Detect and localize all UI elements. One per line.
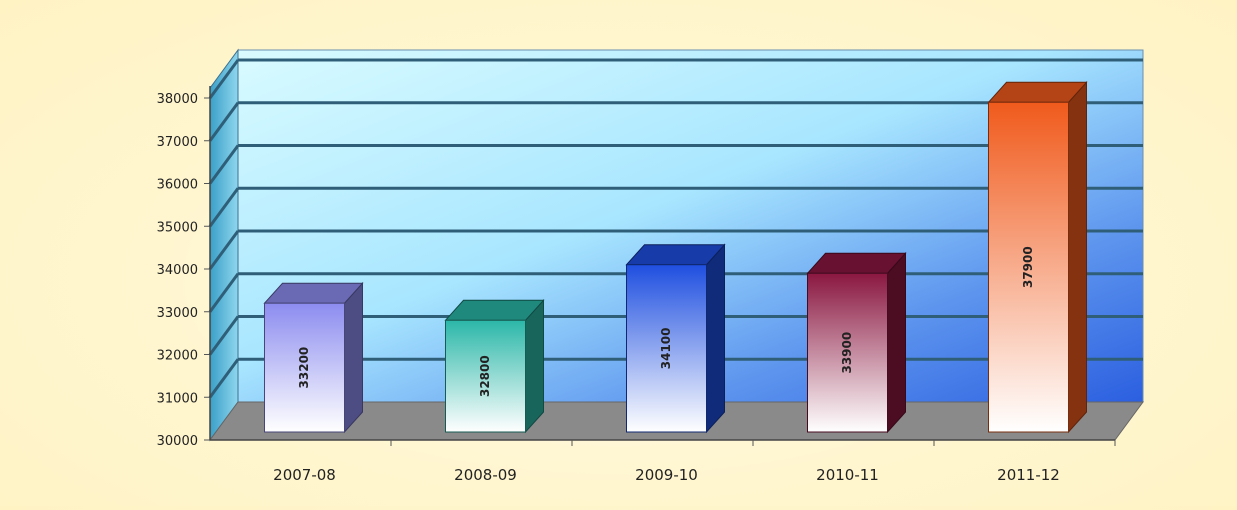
gridline-side [208,358,240,399]
gridline-side [208,272,240,313]
bar-side-2011-12 [1068,80,1087,434]
bar-2008-09: 32800 [444,298,545,434]
bar-front-2008-09 [445,319,526,433]
y-tick-label: 36000 [157,178,198,193]
bar-data-label: 37900 [1021,246,1035,288]
y-tick-label: 33000 [157,306,198,321]
y-tick-label: 34000 [157,263,198,278]
bar-top-2008-09 [444,299,545,321]
x-tick-label: 2011-12 [997,466,1060,484]
gridline-side [208,101,240,142]
gridline-side [208,315,240,356]
x-tick-label: 2008-09 [454,466,517,484]
y-tick-label: 38000 [157,92,198,107]
bar-2010-11: 33900 [806,251,907,434]
y-tick-label: 31000 [157,391,198,406]
y-tick-label: 30000 [157,434,198,449]
bar-top-2011-12 [987,81,1088,103]
y-tick-label: 35000 [157,220,198,235]
bar-data-label: 34100 [659,327,673,369]
bar-front-2010-11 [807,272,888,433]
x-tick-label: 2010-11 [816,466,879,484]
bar-front-2007-08 [264,302,345,433]
bar-side-2008-09 [525,298,544,434]
y-tick-label: 32000 [157,349,198,364]
bar-front-2009-10 [626,264,707,433]
bar-2011-12: 37900 [987,80,1088,434]
bar-2009-10: 34100 [625,243,726,434]
gridline-side [208,230,240,270]
bar-top-2010-11 [806,252,907,274]
y-tick-label: 37000 [157,135,198,150]
bar-side-2009-10 [706,243,725,434]
bar-side-2007-08 [344,281,363,434]
bar-side-2010-11 [887,251,906,434]
bar-data-label: 33900 [840,332,854,374]
bar-data-label: 33200 [297,347,311,389]
bar-top-2009-10 [625,244,726,266]
gridline-side [208,187,240,228]
gridline-side [208,59,240,99]
x-tick-label: 2007-08 [273,466,336,484]
bar-front-2011-12 [988,101,1069,433]
bar-2007-08: 33200 [263,281,364,434]
gridline-side [208,144,240,185]
bar-data-label: 32800 [478,355,492,397]
x-tick-label: 2009-10 [635,466,698,484]
bar-top-2007-08 [263,282,364,304]
